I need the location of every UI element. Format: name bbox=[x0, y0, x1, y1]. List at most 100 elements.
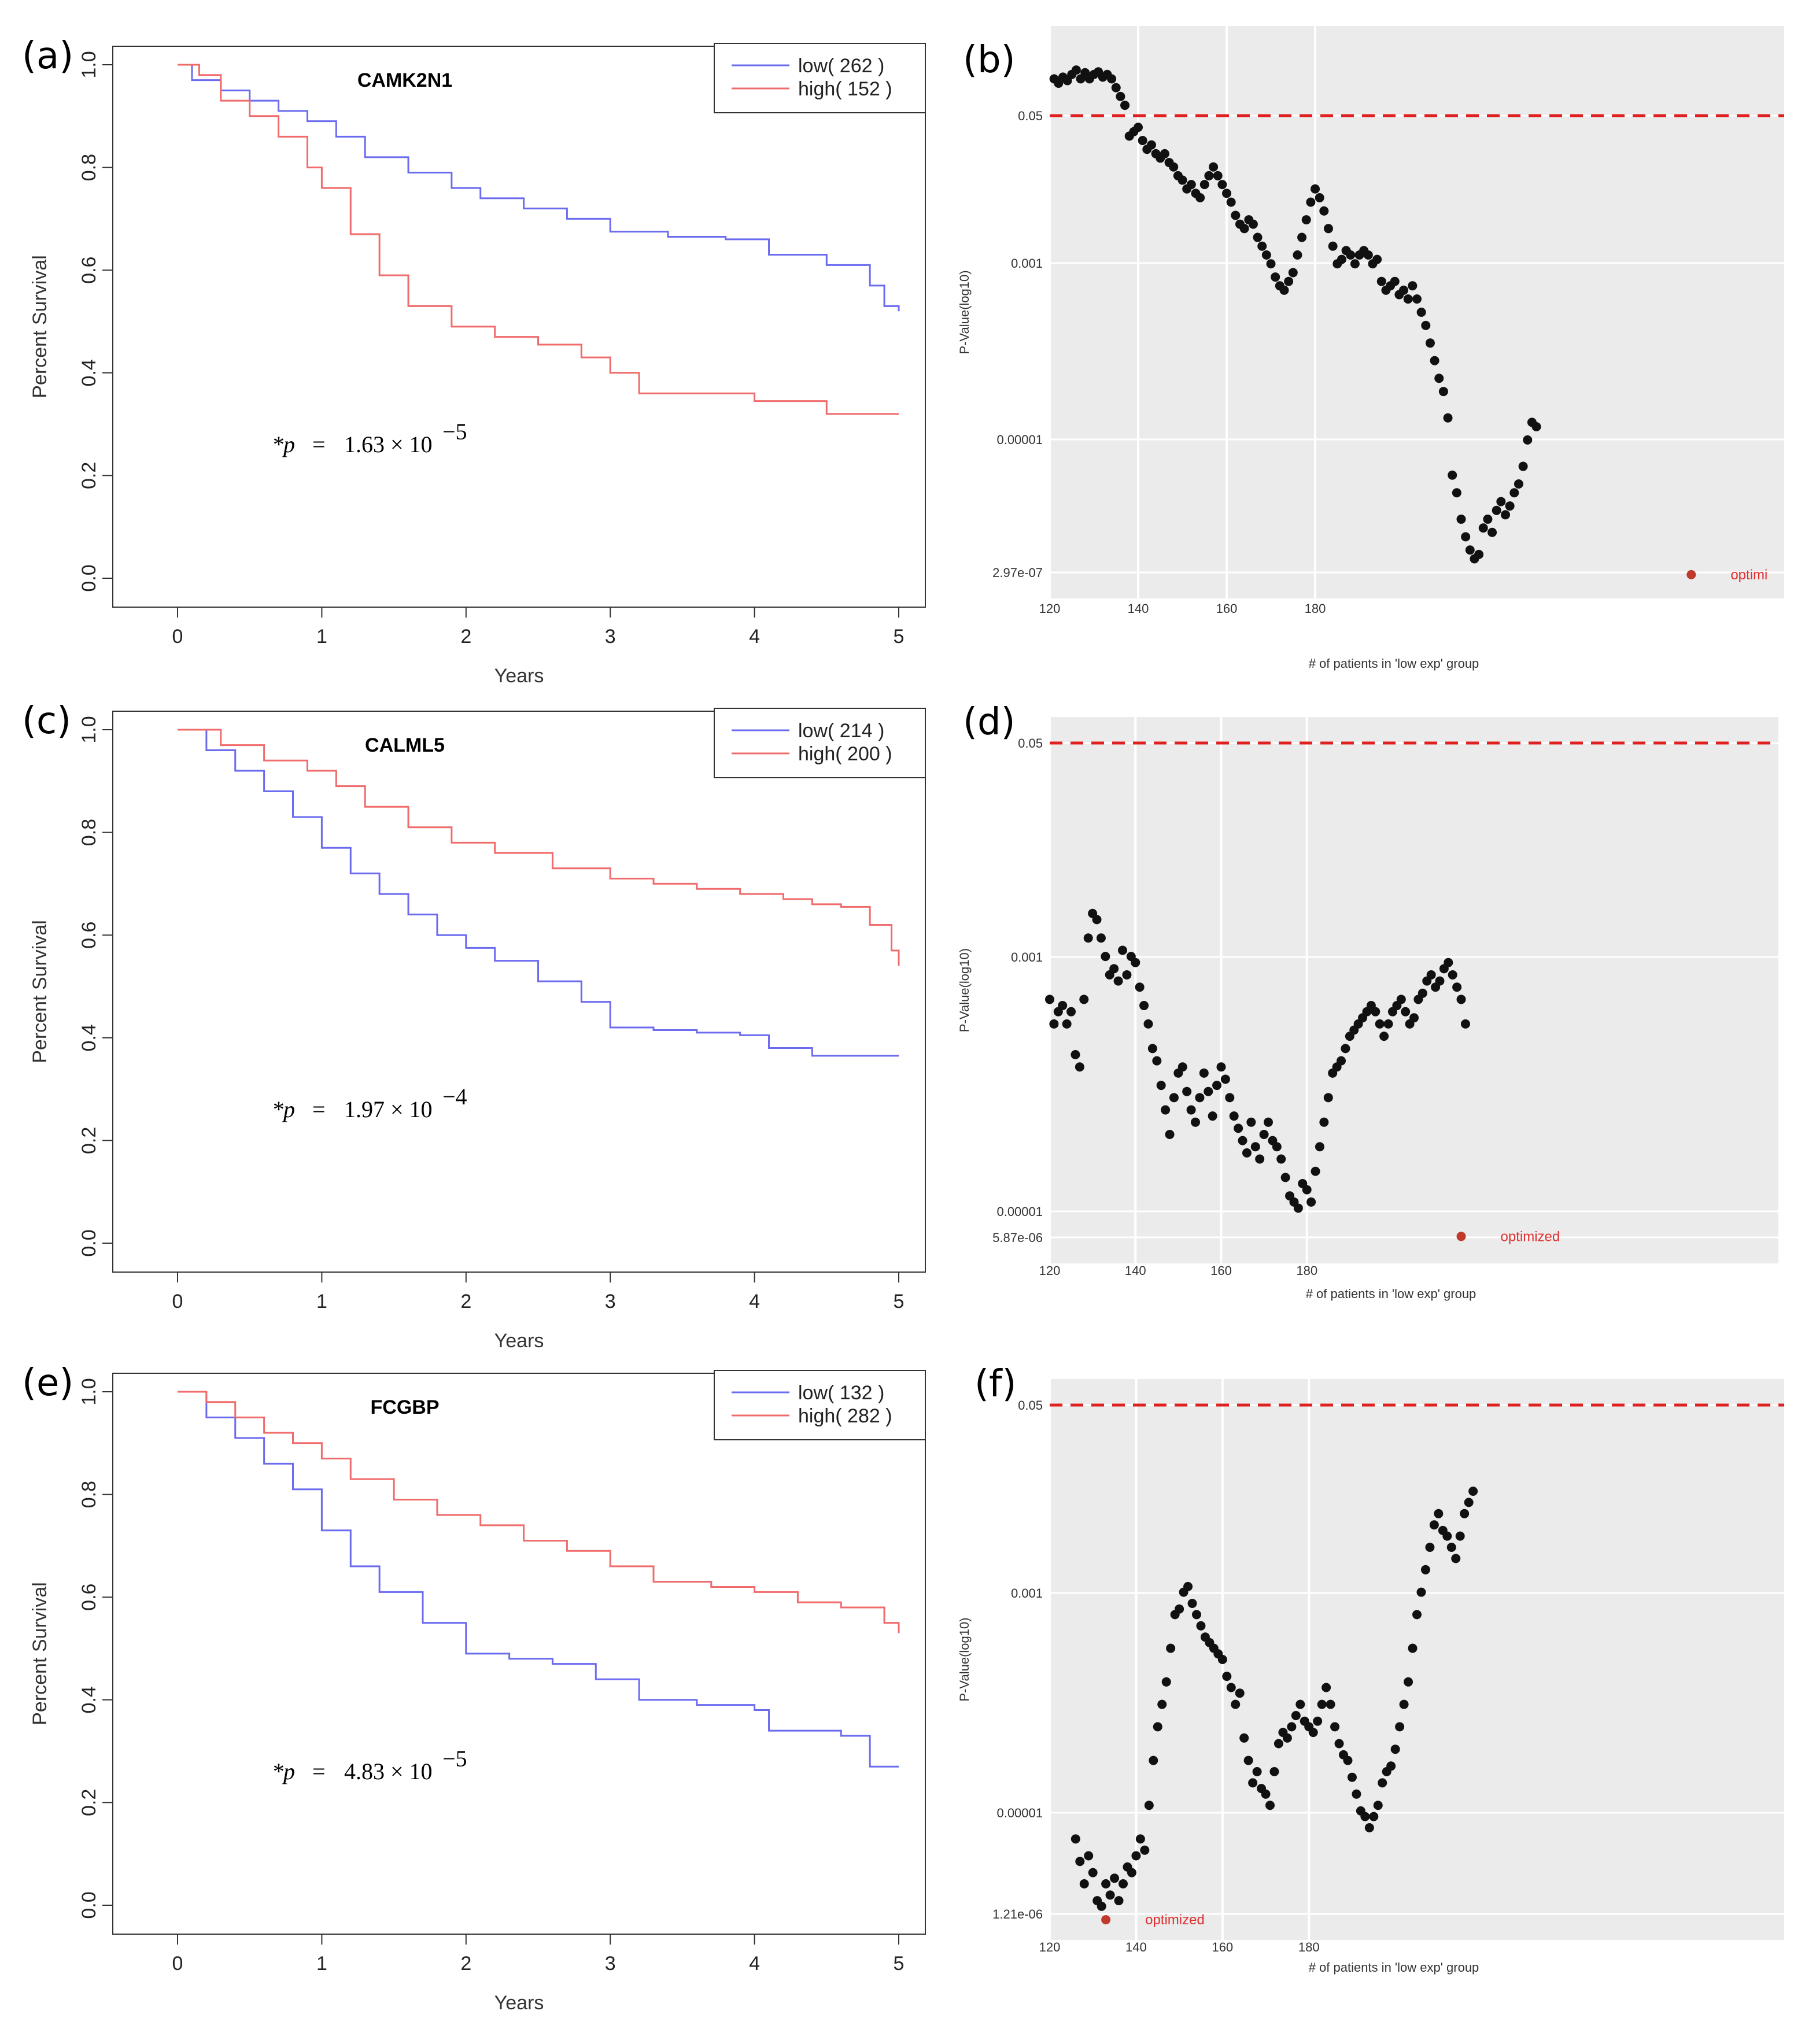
plot-frame bbox=[112, 1373, 926, 1935]
data-point bbox=[1403, 294, 1413, 304]
y-axis-label: P-Value(log10) bbox=[957, 1617, 972, 1701]
data-point bbox=[1435, 976, 1445, 986]
survival-curve-low bbox=[178, 64, 900, 312]
data-point bbox=[1231, 210, 1241, 220]
data-point bbox=[1222, 188, 1232, 198]
x-tick-label: 120 bbox=[1039, 601, 1061, 616]
y-axis-label: Percent Survival bbox=[29, 1582, 51, 1725]
y-tick-label: 0.2 bbox=[78, 462, 100, 489]
x-axis-label: # of patients in 'low exp' group bbox=[1309, 656, 1479, 671]
data-point bbox=[1204, 171, 1214, 180]
data-point bbox=[1461, 532, 1471, 542]
data-point bbox=[1343, 1755, 1353, 1765]
data-point bbox=[1231, 1699, 1241, 1709]
data-point bbox=[1182, 1086, 1192, 1096]
optimized-label: optimi bbox=[1730, 567, 1767, 583]
data-point bbox=[1430, 356, 1439, 365]
y-tick-label: 0.001 bbox=[1011, 256, 1043, 271]
pvalue-prefix: *p bbox=[272, 1758, 295, 1784]
data-point bbox=[1135, 982, 1145, 992]
data-point bbox=[1175, 1604, 1184, 1614]
data-point bbox=[1451, 1554, 1461, 1564]
data-point bbox=[1049, 1019, 1059, 1029]
data-point bbox=[1186, 180, 1196, 190]
data-point bbox=[1191, 1117, 1200, 1127]
data-point bbox=[1243, 1755, 1253, 1765]
y-tick-label: 0.8 bbox=[78, 154, 100, 181]
data-point bbox=[1425, 338, 1435, 348]
data-point bbox=[1291, 1711, 1301, 1720]
data-point bbox=[1118, 945, 1127, 955]
x-tick-label: 1 bbox=[316, 1953, 327, 1975]
data-point bbox=[1505, 501, 1515, 511]
data-point bbox=[1166, 1643, 1176, 1653]
data-point bbox=[1487, 527, 1497, 537]
y-tick-label: 0.05 bbox=[1018, 109, 1043, 123]
data-point bbox=[1196, 1621, 1206, 1631]
data-point bbox=[1153, 1722, 1162, 1732]
data-point bbox=[1222, 1672, 1232, 1681]
data-point bbox=[1144, 1801, 1154, 1810]
data-point bbox=[1109, 964, 1119, 974]
data-point bbox=[1350, 259, 1360, 269]
data-point bbox=[1346, 250, 1356, 260]
y-tick-label: 1.0 bbox=[78, 716, 100, 743]
survival-curve-high bbox=[178, 729, 900, 966]
data-point bbox=[1119, 1879, 1128, 1888]
pvalue-exponent: −5 bbox=[442, 1746, 467, 1772]
data-point bbox=[1143, 1019, 1153, 1029]
data-point bbox=[1478, 523, 1488, 533]
data-point bbox=[1120, 101, 1130, 110]
data-point bbox=[1509, 488, 1519, 498]
data-point bbox=[1347, 1772, 1357, 1782]
data-point bbox=[1514, 479, 1523, 489]
y-tick-label: 0.001 bbox=[1011, 950, 1043, 964]
pvalue-mantissa: 1.63 × 10 bbox=[344, 431, 433, 457]
data-point bbox=[1152, 1056, 1162, 1066]
pvalue-equals: = bbox=[312, 1096, 326, 1122]
data-point bbox=[1105, 1890, 1115, 1900]
x-axis-label: Years bbox=[494, 665, 544, 687]
panel-letter: (f) bbox=[975, 1363, 1016, 1406]
data-point bbox=[1399, 1699, 1409, 1709]
data-point bbox=[1084, 1851, 1094, 1861]
data-point bbox=[1308, 1728, 1318, 1738]
data-point bbox=[1315, 1142, 1324, 1152]
data-point bbox=[1434, 374, 1444, 383]
data-point bbox=[1306, 197, 1316, 207]
data-point bbox=[1455, 1531, 1465, 1541]
data-point bbox=[1434, 1509, 1444, 1518]
data-point bbox=[1269, 1767, 1279, 1776]
data-point bbox=[1319, 206, 1329, 216]
data-point bbox=[1337, 254, 1346, 264]
data-point bbox=[1383, 1019, 1393, 1029]
y-tick-label: 0.05 bbox=[1018, 736, 1043, 751]
plot-frame bbox=[112, 711, 926, 1273]
legend-box bbox=[714, 708, 926, 778]
data-point bbox=[1408, 1643, 1418, 1653]
data-point bbox=[1372, 254, 1382, 264]
data-point bbox=[1341, 1044, 1350, 1054]
x-axis-label: # of patients in 'low exp' group bbox=[1309, 1960, 1479, 1975]
data-point bbox=[1178, 175, 1187, 185]
data-point bbox=[1209, 162, 1219, 172]
data-point bbox=[1301, 215, 1311, 225]
data-point bbox=[1178, 1062, 1187, 1072]
x-tick-label: 5 bbox=[894, 626, 905, 648]
data-point bbox=[1408, 281, 1418, 291]
optimized-label: optimized bbox=[1145, 1912, 1205, 1928]
x-tick-label: 160 bbox=[1216, 601, 1238, 616]
data-point bbox=[1131, 1851, 1141, 1861]
y-tick-label: 1.21e-06 bbox=[992, 1907, 1043, 1921]
data-point bbox=[1146, 140, 1156, 150]
data-point bbox=[1088, 1868, 1098, 1877]
data-point bbox=[1426, 970, 1436, 980]
x-tick-label: 3 bbox=[605, 626, 616, 648]
data-point bbox=[1518, 461, 1528, 471]
data-point bbox=[1444, 958, 1453, 967]
y-tick-label: 1.0 bbox=[78, 51, 100, 78]
y-tick-label: 0.4 bbox=[78, 359, 100, 386]
x-tick-label: 4 bbox=[749, 626, 760, 648]
data-point bbox=[1101, 1879, 1111, 1888]
